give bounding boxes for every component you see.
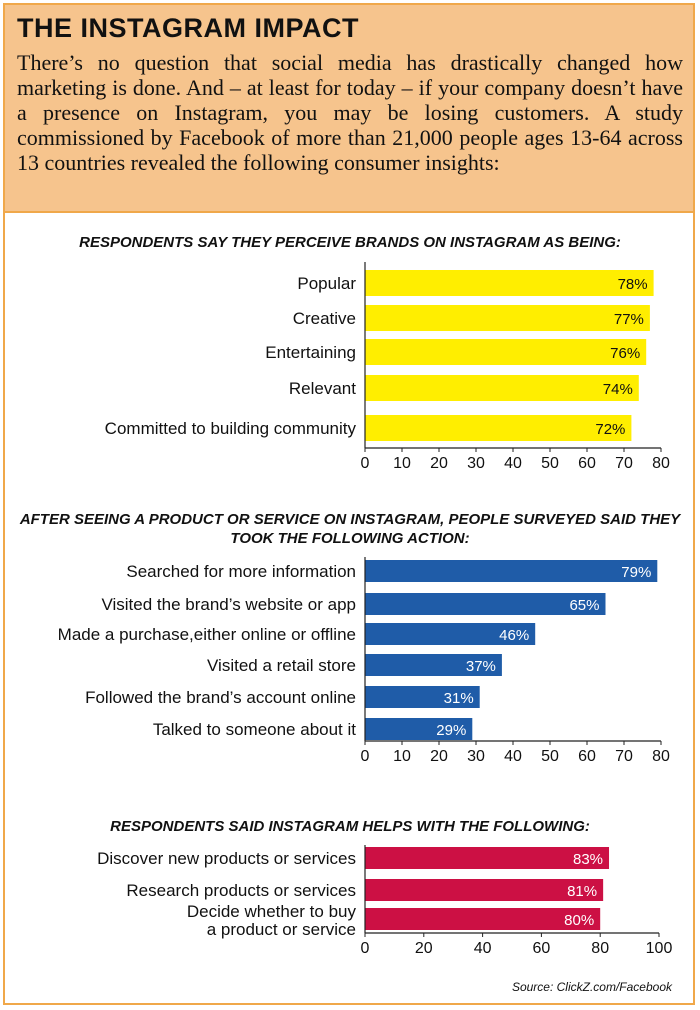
chart-2-category-label: Made a purchase,either online or offline (58, 625, 356, 644)
chart-1-tick-label: 0 (361, 455, 370, 472)
chart-2-bar (365, 623, 536, 645)
chart-1-tick-label: 50 (541, 455, 559, 472)
header-panel: THE INSTAGRAM IMPACT There’s no question… (3, 3, 695, 213)
chart-1-tick-label: 60 (578, 455, 596, 472)
chart-2-title: AFTER SEEING A PRODUCT OR SERVICE ON INS… (19, 511, 681, 547)
page-title: THE INSTAGRAM IMPACT (17, 13, 359, 43)
chart-1-category-label: Popular (297, 274, 356, 293)
chart-3-tick-label: 40 (474, 940, 492, 957)
chart-3-title: RESPONDENTS SAID INSTAGRAM HELPS WITH TH… (110, 818, 590, 835)
chart-1-value-label: 72% (595, 421, 625, 438)
chart-1-bar (365, 415, 632, 441)
chart-1-value-label: 77% (614, 311, 644, 328)
chart-2-value-label: 29% (436, 722, 466, 739)
chart-3-bar (365, 879, 604, 901)
chart-1-value-label: 74% (603, 381, 633, 398)
chart-2-tick-label: 40 (504, 748, 522, 765)
chart-2-value-label: 65% (569, 597, 599, 614)
chart-1-category-label: Relevant (289, 379, 356, 398)
chart-3-category-label: Decide whether to buy a product or servic… (187, 902, 357, 939)
chart-3-bar (365, 908, 601, 930)
chart-2-bar (365, 560, 658, 582)
chart-2-category-label: Visited a retail store (207, 656, 356, 675)
chart-2-tick-label: 50 (541, 748, 559, 765)
chart-3-bar (365, 847, 610, 869)
chart-1-tick-label: 10 (393, 455, 411, 472)
chart-2-bar (365, 654, 502, 676)
chart-2-category-label: Talked to someone about it (153, 720, 356, 739)
intro-paragraph: There’s no question that social media ha… (17, 50, 683, 175)
chart-2-tick-label: 30 (467, 748, 485, 765)
chart-3-value-label: 80% (564, 912, 594, 929)
chart-1-bar (365, 305, 650, 331)
chart-1-tick-label: 40 (504, 455, 522, 472)
chart-2-category-label: Followed the brand’s account online (85, 688, 356, 707)
chart-3-tick-label: 60 (533, 940, 551, 957)
chart-2-bar (365, 718, 473, 740)
chart-2-value-label: 31% (444, 690, 474, 707)
chart-1-tick-label: 20 (430, 455, 448, 472)
chart-2-tick-label: 10 (393, 748, 411, 765)
chart-3-value-label: 83% (573, 851, 603, 868)
chart-1-bar (365, 375, 639, 401)
chart-2-value-label: 79% (621, 564, 651, 581)
chart-2-tick-label: 20 (430, 748, 448, 765)
chart-1-tick-label: 30 (467, 455, 485, 472)
chart-3-tick-label: 0 (361, 940, 370, 957)
chart-2-value-label: 46% (499, 627, 529, 644)
chart-2-tick-label: 60 (578, 748, 596, 765)
chart-2-tick-label: 0 (361, 748, 370, 765)
chart-2-bar (365, 593, 606, 615)
chart-3-category-label: Discover new products or services (97, 849, 356, 868)
chart-2-tick-label: 80 (652, 748, 670, 765)
chart-3-tick-label: 20 (415, 940, 433, 957)
chart-2-value-label: 37% (466, 658, 496, 675)
chart-3-tick-label: 100 (646, 940, 673, 957)
chart-2-category-label: Searched for more information (126, 562, 356, 581)
chart-1-value-label: 76% (610, 345, 640, 362)
chart-1-bar (365, 339, 647, 365)
chart-1-title: RESPONDENTS SAY THEY PERCEIVE BRANDS ON … (79, 234, 621, 251)
chart-1-tick-label: 80 (652, 455, 670, 472)
source-note: Source: ClickZ.com/Facebook (511, 980, 672, 994)
chart-1-bar (365, 270, 654, 296)
chart-3-category-label: Research products or services (126, 881, 356, 900)
chart-2-bar (365, 686, 480, 708)
chart-1-tick-label: 70 (615, 455, 633, 472)
chart-3-tick-label: 80 (591, 940, 609, 957)
chart-2-tick-label: 70 (615, 748, 633, 765)
chart-3-value-label: 81% (567, 883, 597, 900)
chart-1-category-label: Entertaining (265, 343, 356, 362)
chart-1-category-label: Creative (293, 309, 356, 328)
chart-1-category-label: Committed to building community (105, 419, 357, 438)
chart-1-value-label: 78% (618, 276, 648, 293)
chart-2-category-label: Visited the brand’s website or app (101, 595, 356, 614)
